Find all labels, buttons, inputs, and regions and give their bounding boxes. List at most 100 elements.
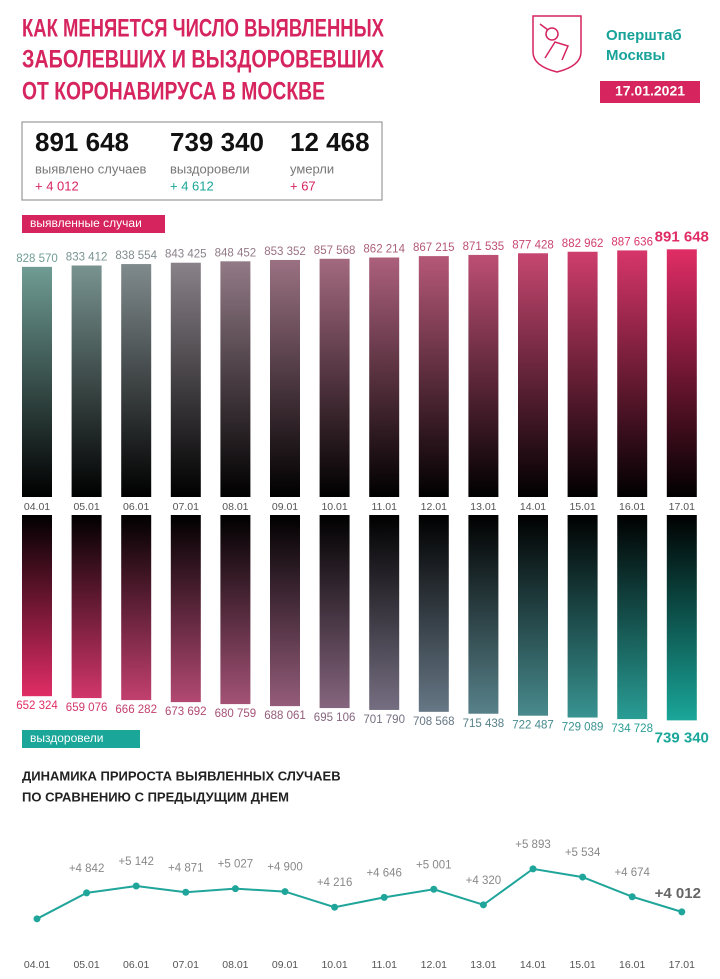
value-label: +4 900: [267, 862, 303, 874]
x-tick-label: 13.01: [470, 959, 496, 971]
line-title: ПО СРАВНЕНИЮ С ПРЕДЫДУЩИМ ДНЕМ: [22, 789, 289, 804]
x-tick-label: 14.01: [520, 501, 546, 513]
x-tick-label: 17.01: [669, 501, 695, 513]
x-tick-label: 15.01: [569, 501, 595, 513]
bar: [319, 258, 350, 497]
value-label: +4 012: [655, 885, 701, 902]
stat-value: 739 340: [170, 127, 264, 157]
bar: [71, 515, 102, 699]
point: [529, 865, 537, 873]
value-label: +5 534: [565, 847, 601, 859]
stat-label: выздоровели: [170, 161, 250, 176]
value-label: 848 452: [215, 247, 257, 259]
x-tick-label: 09.01: [272, 959, 298, 971]
logo: [532, 15, 582, 73]
value-label: +4 674: [614, 867, 650, 879]
value-label: 739 340: [655, 729, 709, 746]
title-line: КАК МЕНЯЕТСЯ ЧИСЛО ВЫЯВЛЕННЫХ: [22, 15, 384, 43]
value-label: 659 076: [66, 702, 108, 714]
point: [182, 888, 190, 896]
stat-delta: + 4 012: [35, 178, 79, 193]
value-label: 838 554: [115, 250, 157, 262]
value-label: +5 142: [118, 856, 154, 868]
bar: [418, 515, 449, 712]
value-label: 862 214: [363, 244, 405, 256]
x-tick-label: 10.01: [321, 501, 347, 513]
x-tick-label: 10.01: [321, 959, 347, 971]
value-label: 715 438: [463, 718, 505, 730]
title-line: ЗАБОЛЕВШИХ И ВЫЗДОРОВЕВШИХ: [22, 46, 384, 74]
point: [678, 908, 686, 916]
bar: [518, 515, 548, 716]
bar: [22, 266, 52, 497]
x-tick-label: 17.01: [669, 959, 695, 971]
point: [231, 885, 239, 893]
bar: [567, 251, 598, 497]
value-label: 828 570: [16, 253, 58, 265]
tag: [22, 215, 165, 233]
x-tick-label: 16.01: [619, 501, 645, 513]
value-label: 729 089: [562, 722, 604, 734]
value-label: 734 728: [611, 723, 653, 735]
x-tick-label: 14.01: [520, 959, 546, 971]
stat-label: выявлено случаев: [35, 161, 147, 176]
value-label: +4 842: [69, 863, 105, 875]
stat-value: 891 648: [35, 127, 129, 157]
x-tick-label: 04.01: [24, 959, 50, 971]
value-label: +5 893: [515, 839, 551, 851]
bar: [319, 515, 350, 709]
bar: [617, 250, 648, 497]
x-tick-label: 09.01: [272, 501, 298, 513]
tag: [22, 730, 140, 748]
value-label: 695 106: [314, 712, 356, 724]
bar: [666, 249, 697, 497]
value-label: 853 352: [264, 246, 306, 258]
bar: [220, 261, 251, 497]
x-tick-label: 05.01: [73, 959, 99, 971]
value-label: 857 568: [314, 245, 356, 257]
point: [132, 882, 140, 890]
x-tick-label: 11.01: [371, 501, 397, 513]
line: [36, 867, 683, 920]
bar: [270, 515, 300, 707]
summary-box: [21, 121, 383, 201]
value-label: 877 428: [512, 239, 554, 251]
bar: [270, 259, 300, 497]
date: 17.01.2021: [615, 83, 685, 99]
value-label: 887 636: [611, 236, 653, 248]
x-tick-label: 07.01: [173, 959, 199, 971]
bar: [369, 257, 400, 497]
value-label: 871 535: [463, 241, 505, 253]
bar: [170, 515, 201, 703]
point: [83, 889, 91, 897]
x-tick-label: 05.01: [73, 501, 99, 513]
value-label: 688 061: [264, 710, 306, 722]
value-label: +5 027: [218, 859, 254, 871]
tag-label: выявленные случаи: [30, 216, 142, 230]
line-title: ДИНАМИКА ПРИРОСТА ВЫЯВЛЕННЫХ СЛУЧАЕВ: [22, 768, 341, 783]
title-line: ОТ КОРОНАВИРУСА В МОСКВЕ: [22, 78, 325, 106]
value-label: 708 568: [413, 716, 455, 728]
point: [628, 893, 636, 901]
value-label: +4 871: [168, 862, 204, 874]
bar: [617, 515, 648, 720]
x-tick-label: 07.01: [173, 501, 199, 513]
value-label: +4 646: [366, 867, 402, 879]
stat-delta: + 67: [290, 178, 316, 193]
value-label: 673 692: [165, 706, 207, 718]
bar: [71, 265, 102, 497]
x-tick-label: 15.01: [569, 959, 595, 971]
bar: [121, 515, 152, 701]
value-label: +4 320: [466, 875, 502, 887]
point: [579, 873, 587, 881]
x-tick-label: 08.01: [222, 501, 248, 513]
bar: [121, 264, 152, 497]
x-tick-label: 16.01: [619, 959, 645, 971]
value-label: 843 425: [165, 249, 207, 261]
bar: [369, 515, 400, 710]
x-tick-label: 04.01: [24, 501, 50, 513]
x-tick-label: 12.01: [421, 959, 447, 971]
point: [331, 903, 339, 911]
bar: [418, 256, 449, 497]
